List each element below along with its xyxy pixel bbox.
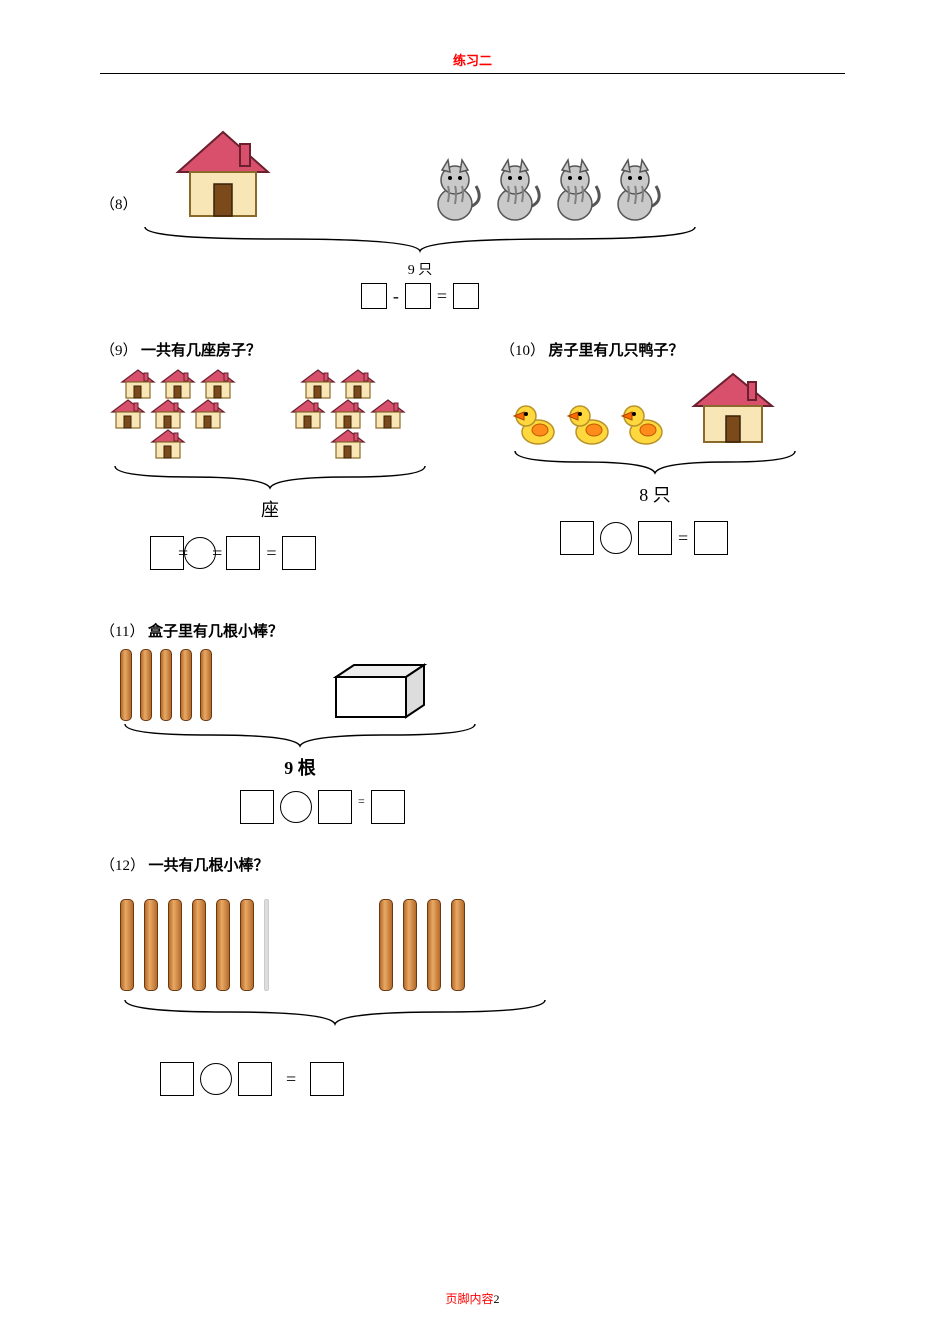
equals-sign: = <box>678 528 688 549</box>
question-8: （8） <box>100 124 845 309</box>
cat-icon <box>488 158 542 224</box>
house-icon <box>688 368 778 448</box>
cat-icon <box>428 158 482 224</box>
brace-icon <box>120 721 480 749</box>
answer-box[interactable] <box>240 790 274 824</box>
brace-icon <box>120 997 550 1027</box>
stick-faint-icon <box>264 899 269 991</box>
footer-page-number: 2 <box>494 1292 500 1306</box>
stick-icon <box>120 899 134 991</box>
answer-box[interactable] <box>453 283 479 309</box>
answer-circle[interactable] <box>280 791 312 823</box>
duck-icon <box>618 398 668 448</box>
stick-icon <box>140 649 152 721</box>
brace-icon <box>510 448 800 476</box>
q8-label: （8） <box>100 193 138 214</box>
answer-circle[interactable] <box>600 522 632 554</box>
question-12: （12） 一共有几根小棒？ <box>100 854 845 1096</box>
duck-icon <box>564 398 614 448</box>
q9-unit-label: 座 <box>110 496 430 522</box>
answer-box[interactable] <box>361 283 387 309</box>
answer-box[interactable] <box>560 521 594 555</box>
cat-icon <box>608 158 662 224</box>
q9-equation: = = = <box>150 536 460 570</box>
stick-icon <box>144 899 158 991</box>
page-footer: 页脚内容2 <box>0 1290 945 1307</box>
house-cluster-right <box>290 368 420 463</box>
question-9: （9） 一共有几座房子？ <box>100 339 460 570</box>
q9-label: （9） <box>100 343 138 359</box>
answer-box[interactable] <box>160 1062 194 1096</box>
q12-equation: = <box>160 1062 845 1096</box>
equals-sign: = <box>437 286 447 307</box>
q10-label: （10） <box>500 343 545 359</box>
box3d-icon <box>332 661 432 721</box>
sticks-left <box>120 899 269 991</box>
q11-total-label: 9 根 <box>120 754 480 780</box>
minus-sign: - <box>393 286 399 307</box>
page: 练习二 （8） <box>0 0 945 1337</box>
answer-box[interactable] <box>282 536 316 570</box>
q8-total-label: 9 只 <box>140 259 700 279</box>
answer-circle[interactable] <box>200 1063 232 1095</box>
q10-title: 房子里有几只鸭子？ <box>549 343 684 359</box>
q12-title: 一共有几根小棒？ <box>149 858 269 874</box>
duck-icon <box>510 398 560 448</box>
q11-title: 盒子里有几根小棒？ <box>148 624 283 640</box>
stick-icon <box>403 899 417 991</box>
answer-box[interactable] <box>238 1062 272 1096</box>
stick-icon <box>240 899 254 991</box>
question-10: （10） 房子里有几只鸭子？ <box>500 339 840 555</box>
sticks-group <box>120 649 212 721</box>
stick-icon <box>216 899 230 991</box>
q9-title: 一共有几座房子？ <box>141 343 261 359</box>
q12-label: （12） <box>100 858 145 874</box>
page-header-title: 练习二 <box>100 50 845 69</box>
equals-sign: = <box>286 1069 296 1090</box>
answer-box[interactable] <box>226 536 260 570</box>
q11-equation: = <box>240 790 845 824</box>
brace-icon <box>110 463 430 491</box>
question-11: （11） 盒子里有几根小棒？ 9 根 = <box>100 620 845 824</box>
q8-equation: - = <box>140 283 700 309</box>
stick-icon <box>200 649 212 721</box>
q11-label: （11） <box>100 624 144 640</box>
stick-icon <box>120 649 132 721</box>
stick-icon <box>379 899 393 991</box>
answer-box[interactable] <box>638 521 672 555</box>
header-rule <box>100 73 845 74</box>
house-icon <box>168 124 278 224</box>
equals-sign: = <box>212 543 222 564</box>
sticks-right <box>379 899 465 991</box>
answer-box[interactable] <box>694 521 728 555</box>
q10-equation: = <box>560 521 840 555</box>
stick-icon <box>168 899 182 991</box>
brace-icon <box>140 224 700 254</box>
stick-icon <box>180 649 192 721</box>
equals-sign: = <box>358 794 365 809</box>
stick-icon <box>451 899 465 991</box>
cat-icon <box>548 158 602 224</box>
footer-label: 页脚内容 <box>445 1292 493 1306</box>
answer-box[interactable] <box>318 790 352 824</box>
q10-total-label: 8 只 <box>510 481 800 507</box>
equals-sign: = <box>266 543 276 564</box>
answer-box[interactable] <box>405 283 431 309</box>
answer-box[interactable] <box>310 1062 344 1096</box>
stick-icon <box>160 649 172 721</box>
stick-icon <box>427 899 441 991</box>
stick-icon <box>192 899 206 991</box>
house-cluster-left <box>110 368 260 463</box>
answer-box[interactable] <box>371 790 405 824</box>
